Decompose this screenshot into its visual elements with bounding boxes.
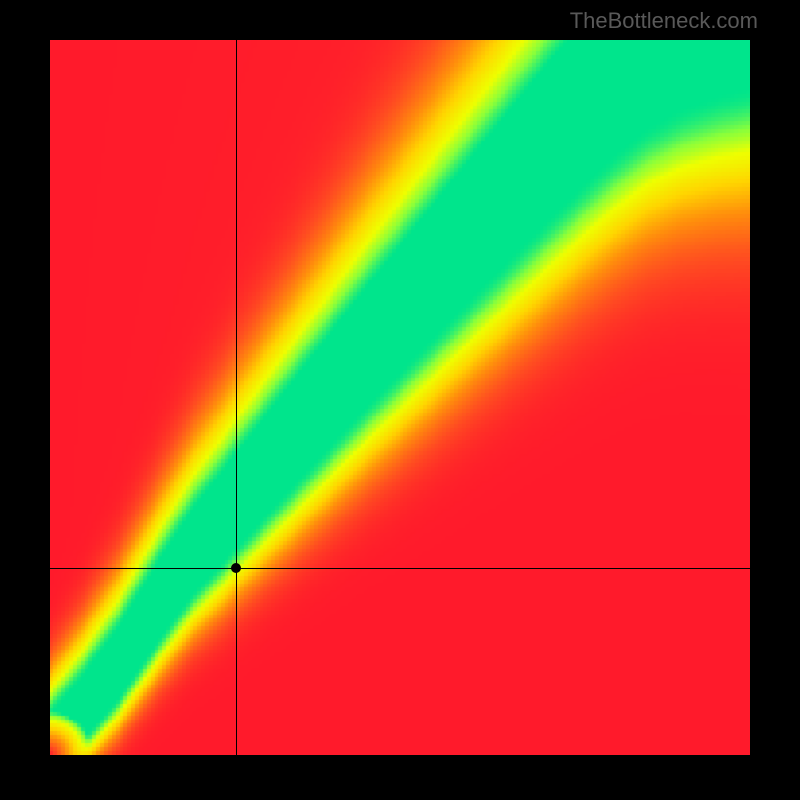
watermark-label: TheBottleneck.com: [570, 8, 758, 34]
crosshair-vertical: [236, 40, 237, 755]
chart-frame: TheBottleneck.com: [0, 0, 800, 800]
plot-area: [50, 40, 750, 755]
crosshair-horizontal: [50, 568, 750, 569]
heatmap-canvas: [50, 40, 750, 755]
crosshair-marker: [231, 563, 241, 573]
